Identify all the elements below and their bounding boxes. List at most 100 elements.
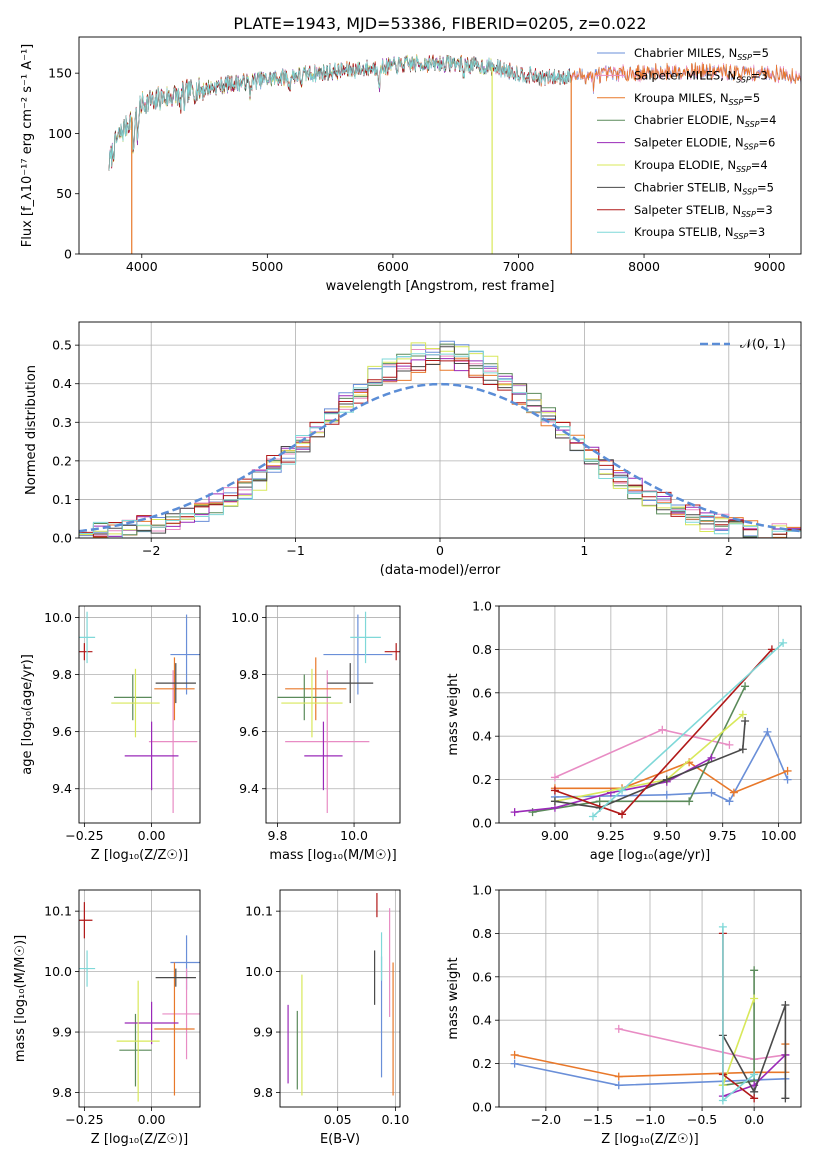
x-tick-label: 2 bbox=[725, 543, 733, 558]
figure-title: PLATE=1943, MJD=53386, FIBERID=0205, z=0… bbox=[233, 14, 646, 33]
gaussian-reference-line bbox=[79, 382, 801, 533]
y-axis-label: age [log₁₀(age/yr)] bbox=[20, 654, 35, 775]
x-axis-label: age [log₁₀(age/yr)] bbox=[590, 848, 711, 863]
weight-series-marker bbox=[781, 1094, 790, 1103]
weight-series-marker bbox=[738, 745, 747, 754]
axes-frame bbox=[78, 36, 802, 255]
x-tick-label: 0.05 bbox=[324, 1112, 352, 1127]
plot-area bbox=[108, 54, 801, 254]
x-tick-label: −0.25 bbox=[65, 1112, 103, 1127]
weight-series-marker bbox=[618, 810, 627, 819]
weight-series-marker bbox=[750, 966, 759, 975]
legend-entry: Kroupa STELIB, NSSP=3 bbox=[634, 225, 765, 241]
weight-series-marker bbox=[550, 786, 559, 795]
histogram-series bbox=[79, 350, 801, 538]
axes-frame bbox=[265, 605, 401, 824]
panel-mass_vs_EBV: 0.05 0.10 9.8 9.9 10.0 10.1 E(B-V) bbox=[245, 889, 409, 1147]
y-tick-label: 0.0 bbox=[472, 816, 492, 831]
x-tick-label: −2.0 bbox=[531, 1112, 561, 1127]
weight-series-marker bbox=[614, 1072, 623, 1081]
weight-series-marker bbox=[725, 740, 734, 749]
panel-spectrum: 4000 5000 6000 7000 8000 9000 0 50 100 150 wavelen… bbox=[20, 36, 802, 294]
spectrum-series-line bbox=[108, 54, 494, 171]
y-tick-label: 1.0 bbox=[472, 883, 492, 898]
panel-residuals: −2 −1 0 1 2 0.0 0.1 0.2 0.3 0.4 0.5 (data-model)/er… bbox=[24, 321, 802, 578]
plot-area bbox=[287, 893, 394, 1096]
panel-mass_vs_Z: −0.25 0.00 9.8 9.9 10.0 10.1 Z [log₁₀(Z/Z☉)] ma… bbox=[13, 889, 201, 1147]
weight-series-marker bbox=[750, 1070, 759, 1079]
x-tick-label: −1.5 bbox=[583, 1112, 613, 1127]
x-tick-label: 10.0 bbox=[340, 828, 368, 843]
y-tick-label: 0.6 bbox=[472, 969, 492, 984]
x-axis-label: Z [log₁₀(Z/Z☉)] bbox=[91, 1132, 188, 1147]
y-tick-label: 50 bbox=[56, 186, 72, 201]
y-tick-label: 0.8 bbox=[472, 926, 492, 941]
weight-series-line bbox=[554, 730, 789, 803]
axes-frame bbox=[498, 605, 802, 824]
legend-entry: 𝒩(0, 1) bbox=[740, 336, 786, 351]
legend-entry: Kroupa MILES, NSSP=5 bbox=[634, 91, 760, 107]
weight-series-line bbox=[532, 685, 746, 813]
x-axis-label: E(B-V) bbox=[320, 1132, 360, 1147]
y-tick-label: 9.6 bbox=[239, 724, 259, 739]
y-axis-label: mass [log₁₀(M/M☉)] bbox=[13, 935, 28, 1062]
weight-series-marker bbox=[707, 788, 716, 797]
x-tick-label: 1 bbox=[580, 543, 588, 558]
y-tick-label: 10.0 bbox=[231, 610, 259, 625]
x-tick-label: 9.00 bbox=[541, 828, 569, 843]
y-tick-label: 0.4 bbox=[472, 729, 492, 744]
y-tick-label: 9.8 bbox=[52, 1085, 72, 1100]
y-tick-label: 0.8 bbox=[472, 642, 492, 657]
y-tick-label: 0.4 bbox=[472, 1013, 492, 1028]
weight-series-marker bbox=[729, 788, 738, 797]
weight-series-marker bbox=[750, 994, 759, 1003]
plot-area bbox=[277, 611, 400, 814]
x-axis-label: wavelength [Angstrom, rest frame] bbox=[326, 279, 555, 294]
weight-series-marker bbox=[588, 812, 597, 821]
plot-area bbox=[79, 902, 200, 1102]
weight-series-line bbox=[722, 998, 755, 1086]
x-tick-label: 4000 bbox=[126, 259, 158, 274]
x-tick-label: −0.25 bbox=[65, 828, 103, 843]
weight-series-marker bbox=[685, 797, 694, 806]
x-axis-label: Z [log₁₀(Z/Z☉)] bbox=[91, 848, 188, 863]
x-tick-label: 0.00 bbox=[138, 828, 166, 843]
weight-series-marker bbox=[510, 808, 519, 817]
y-axis-label: Normed distribution bbox=[24, 365, 39, 495]
weight-series-marker bbox=[783, 775, 792, 784]
panel-weight_vs_Z: −2.0 −1.5 −1.0 −0.5 0.0 0.0 0.2 0.4 0.6 0.8 1.0 Z [… bbox=[446, 883, 802, 1147]
weight-series-line bbox=[722, 970, 755, 1087]
x-tick-label: 0.0 bbox=[744, 1112, 764, 1127]
y-tick-label: 0 bbox=[64, 247, 72, 262]
y-tick-label: 9.6 bbox=[52, 724, 72, 739]
x-tick-label: 5000 bbox=[251, 259, 283, 274]
x-tick-label: 0.10 bbox=[381, 1112, 409, 1127]
y-tick-label: 0.0 bbox=[472, 1100, 492, 1115]
weight-series-marker bbox=[741, 717, 750, 726]
axes-frame bbox=[78, 889, 201, 1108]
x-tick-label: −1 bbox=[286, 543, 304, 558]
y-axis-label: Flux [f_λ10⁻¹⁷ erg cm⁻² s⁻¹ A⁻¹] bbox=[20, 44, 35, 248]
x-tick-label: 9.50 bbox=[653, 828, 681, 843]
weight-series-marker bbox=[781, 1001, 790, 1010]
plot-area bbox=[79, 340, 801, 538]
plot-area bbox=[510, 922, 790, 1105]
weight-series-marker bbox=[738, 710, 747, 719]
y-tick-label: 9.8 bbox=[239, 667, 259, 682]
weight-series-marker bbox=[707, 753, 716, 762]
x-axis-label: Z [log₁₀(Z/Z☉)] bbox=[601, 1132, 698, 1147]
y-tick-label: 100 bbox=[48, 126, 72, 141]
y-tick-label: 9.9 bbox=[253, 1025, 273, 1040]
y-tick-label: 10.1 bbox=[245, 904, 273, 919]
weight-series-marker bbox=[783, 766, 792, 775]
weight-series-line bbox=[722, 1004, 787, 1099]
x-tick-label: 9000 bbox=[754, 259, 786, 274]
x-tick-label: 6000 bbox=[377, 259, 409, 274]
weight-series-marker bbox=[510, 1059, 519, 1068]
weight-series-marker bbox=[550, 773, 559, 782]
x-tick-label: 10.00 bbox=[761, 828, 797, 843]
y-tick-label: 9.8 bbox=[253, 1085, 273, 1100]
y-tick-label: 0.4 bbox=[52, 376, 72, 391]
axes-frame bbox=[498, 889, 802, 1108]
